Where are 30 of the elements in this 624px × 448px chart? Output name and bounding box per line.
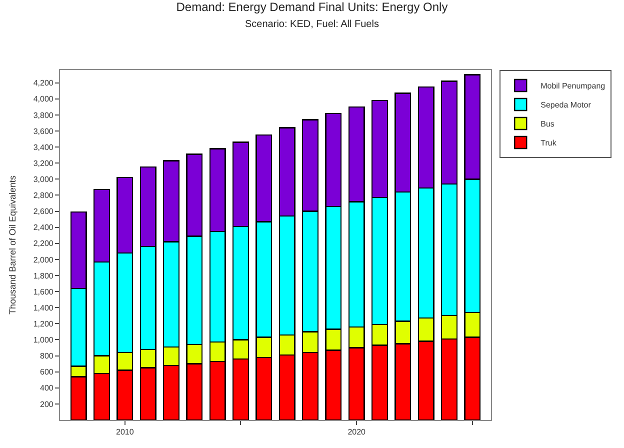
x-tick-label: 2010: [116, 428, 134, 437]
chart-title: Demand: Energy Demand Final Units: Energy Only: [176, 0, 448, 14]
y-tick-label: 2,600: [33, 207, 54, 216]
legend-label: Mobil Penumpang: [540, 82, 606, 91]
y-axis-title: Thousand Barrel of Oil Equivalents: [8, 174, 18, 315]
y-tick-label: 1,800: [33, 271, 54, 280]
y-tick-label: 1,000: [33, 336, 54, 345]
y-tick-label: 2,200: [33, 239, 54, 248]
chart-subtitle: Scenario: KED, Fuel: All Fuels: [245, 18, 379, 30]
y-tick-label: 3,400: [33, 142, 54, 152]
y-tick-label: 3,000: [33, 174, 54, 184]
legend-label: Bus: [540, 120, 554, 129]
x-tick-label: 2020: [348, 428, 366, 437]
y-tick-label: 600: [40, 368, 54, 377]
y-tick-label: 4,200: [33, 78, 54, 88]
y-tick-label: 3,800: [33, 110, 54, 120]
y-tick-label: 3,600: [33, 126, 54, 136]
y-tick-label: 800: [40, 352, 54, 361]
y-tick-label: 1,600: [33, 287, 54, 296]
y-tick-label: 2,800: [33, 191, 54, 200]
y-tick-label: 3,200: [33, 158, 54, 168]
legend-label: Sepeda Motor: [540, 100, 592, 110]
y-tick-label: 200: [40, 400, 54, 409]
legend-label: Truk: [540, 138, 558, 148]
y-tick-label: 1,400: [33, 303, 54, 312]
y-tick-label: 2,400: [33, 223, 54, 232]
y-tick-label: 2,000: [33, 255, 54, 264]
y-tick-label: 400: [40, 384, 54, 393]
y-tick-label: 1,200: [33, 319, 54, 328]
y-tick-label: 4,000: [33, 94, 54, 104]
